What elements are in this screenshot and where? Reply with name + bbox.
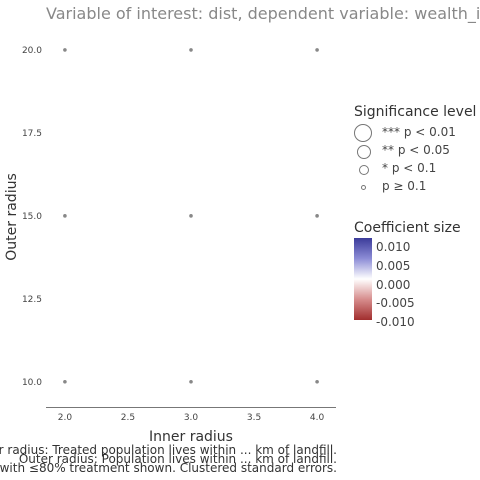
data-point [63, 214, 67, 218]
x-tick-label: 2.5 [121, 413, 135, 423]
significance-marker-small [359, 165, 369, 175]
colorbar-label: 0.000 [376, 278, 410, 292]
data-point [189, 48, 193, 52]
y-tick-label: 10.0 [22, 378, 42, 388]
x-tick-label: 3.0 [184, 413, 199, 423]
significance-marker-medium [357, 145, 371, 159]
y-tick-label: 12.5 [22, 295, 42, 305]
significance-label: ** p < 0.05 [382, 143, 450, 157]
colorbar-label: -0.010 [376, 315, 415, 329]
x-tick-label: 3.5 [247, 413, 261, 423]
x-tick-label: 2.0 [58, 413, 73, 423]
significance-item-3: * p < 0.1 [354, 160, 476, 178]
significance-label: * p < 0.1 [382, 161, 436, 175]
data-point [315, 48, 319, 52]
coefficient-legend: Coefficient size 0.010 0.005 0.000 -0.00… [354, 220, 464, 332]
significance-marker-tiny [361, 185, 366, 190]
y-axis-label: Outer radius [4, 173, 20, 260]
significance-label: *** p < 0.01 [382, 125, 456, 139]
colorbar-label: 0.010 [376, 240, 410, 254]
significance-marker-large [354, 124, 372, 142]
significance-label: p ≥ 0.1 [382, 179, 426, 193]
data-point [63, 380, 67, 384]
significance-item-1: *** p < 0.01 [354, 124, 476, 142]
coefficient-colorbar [354, 238, 372, 320]
significance-item-4: p ≥ 0.1 [354, 178, 476, 196]
data-point [315, 380, 319, 384]
data-point [189, 214, 193, 218]
colorbar-label: -0.005 [376, 296, 415, 310]
data-point [315, 214, 319, 218]
data-point [189, 380, 193, 384]
colorbar-label: 0.005 [376, 259, 410, 273]
significance-item-2: ** p < 0.05 [354, 142, 476, 160]
significance-legend-title: Significance level [354, 104, 476, 120]
y-tick-label: 20.0 [22, 46, 42, 56]
coefficient-legend-title: Coefficient size [354, 220, 464, 236]
caption-line-3: sions with ≤80% treatment shown. Cluster… [0, 461, 337, 475]
y-tick-label: 17.5 [22, 129, 42, 139]
significance-legend: Significance level *** p < 0.01 ** p < 0… [354, 104, 476, 192]
data-point [63, 48, 67, 52]
x-tick-label: 4.0 [310, 413, 325, 423]
y-tick-label: 15.0 [22, 212, 42, 222]
